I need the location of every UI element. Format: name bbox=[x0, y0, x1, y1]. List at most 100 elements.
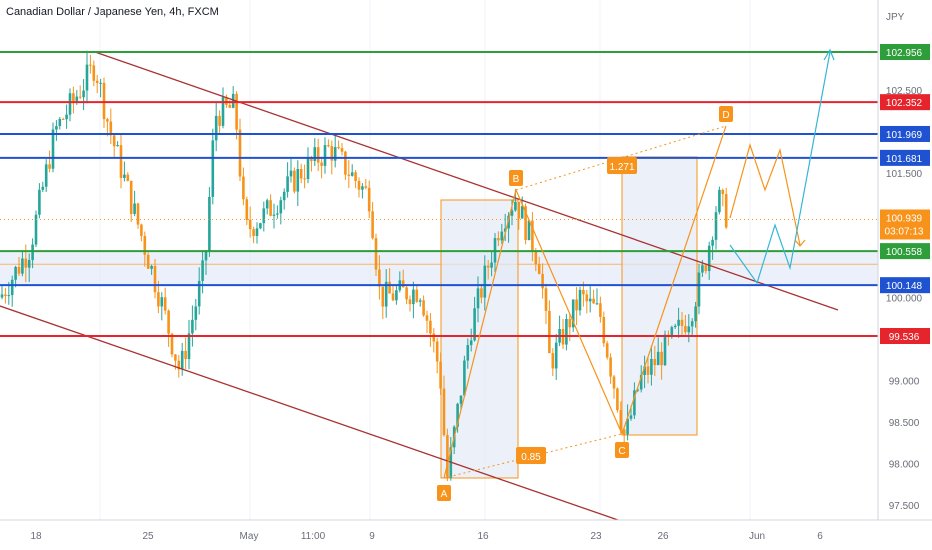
candle-body bbox=[211, 140, 215, 197]
candle-body bbox=[282, 191, 286, 201]
candle-body bbox=[272, 214, 276, 216]
candle-body bbox=[126, 174, 130, 181]
level-price-tag-label: 100.148 bbox=[886, 281, 923, 292]
candle-body bbox=[235, 93, 238, 130]
candle-body bbox=[514, 201, 517, 211]
harmonic-pattern-line bbox=[443, 125, 727, 479]
level-price-tag bbox=[880, 327, 930, 344]
level-price-tag bbox=[880, 149, 930, 166]
candle-body bbox=[68, 93, 72, 115]
candle-body bbox=[299, 169, 303, 179]
fib-ratio-badge bbox=[516, 447, 546, 464]
candle-body bbox=[554, 342, 558, 369]
candle-body bbox=[388, 281, 391, 294]
candle-body bbox=[38, 189, 41, 215]
candle-body bbox=[201, 260, 204, 281]
fib-ratio-label: 1.271 bbox=[609, 162, 634, 173]
candle-body bbox=[585, 294, 589, 302]
candle-body bbox=[347, 174, 351, 176]
candle-body bbox=[221, 97, 225, 126]
candle-body bbox=[432, 333, 436, 342]
consolidation-zone bbox=[0, 251, 878, 286]
candle-body bbox=[456, 403, 459, 427]
level-price-tag-label: 101.969 bbox=[886, 130, 923, 141]
candle-body bbox=[27, 259, 31, 268]
candle-body bbox=[609, 357, 612, 377]
candle-body bbox=[412, 289, 415, 305]
candle-body bbox=[401, 280, 405, 288]
candle-body bbox=[374, 238, 378, 270]
projection-arrowhead-orange bbox=[794, 239, 806, 247]
candle-body bbox=[269, 200, 272, 216]
candle-body bbox=[612, 376, 616, 389]
candle-body bbox=[303, 178, 306, 180]
candle-body bbox=[527, 220, 531, 240]
candle-body bbox=[418, 300, 422, 302]
level-price-tag-label: 102.352 bbox=[886, 98, 923, 109]
time-tick-label: 16 bbox=[477, 531, 489, 542]
candle-body bbox=[146, 254, 150, 269]
candle-body bbox=[248, 219, 252, 230]
candle-body bbox=[34, 214, 38, 245]
candle-body bbox=[102, 82, 106, 120]
candle-body bbox=[480, 288, 483, 298]
time-axis: 18 25 May 11:00 9 16 23 26 Jun 6 bbox=[0, 519, 932, 550]
candle-body bbox=[89, 64, 92, 66]
candle-body bbox=[415, 289, 419, 302]
level-price-tag bbox=[880, 94, 930, 111]
candle-body bbox=[163, 297, 167, 311]
candle-body bbox=[626, 418, 629, 435]
candle-body bbox=[194, 306, 198, 320]
candle-body bbox=[670, 327, 674, 336]
candle-body bbox=[395, 290, 398, 301]
candle-body bbox=[129, 180, 133, 214]
candle-body bbox=[435, 341, 439, 362]
candle-body bbox=[425, 315, 429, 321]
level-price-tag-label: 99.536 bbox=[889, 332, 920, 343]
candle-body bbox=[367, 187, 371, 212]
candle-body bbox=[524, 206, 527, 240]
candle-body bbox=[408, 299, 412, 305]
candle-body bbox=[718, 189, 721, 213]
price-axis: JPY 102.500 101.500 100.000 99.000 98.500 98.0… bbox=[877, 0, 932, 550]
candle-body bbox=[109, 121, 113, 136]
candle-body bbox=[714, 212, 718, 240]
candle-body bbox=[483, 265, 487, 298]
candle-body bbox=[643, 366, 646, 376]
candle-body bbox=[116, 145, 119, 147]
candle-body bbox=[313, 147, 317, 161]
candle-body bbox=[259, 223, 262, 229]
candle-body bbox=[14, 266, 17, 280]
projection-orange-path bbox=[729, 142, 801, 246]
time-tick-label: 23 bbox=[590, 531, 602, 542]
harmonic-bd-dotted bbox=[515, 125, 727, 191]
candle-body bbox=[531, 220, 534, 252]
candle-body bbox=[255, 228, 259, 236]
candle-body bbox=[350, 172, 354, 176]
currency-label: JPY bbox=[886, 12, 905, 23]
candle-body bbox=[697, 272, 701, 307]
candle-body bbox=[65, 114, 68, 120]
candle-body bbox=[310, 157, 313, 161]
candle-body bbox=[466, 345, 470, 361]
candle-body bbox=[701, 265, 704, 273]
candle-body bbox=[242, 176, 245, 200]
candle-body bbox=[650, 358, 653, 375]
candle-body bbox=[99, 82, 102, 84]
fib-ratio-label: 0.85 bbox=[521, 452, 541, 463]
level-price-tag-label: 101.681 bbox=[886, 154, 923, 165]
candle-body bbox=[150, 265, 153, 269]
fib-ratio-badge bbox=[607, 157, 637, 174]
pattern-point-label: C bbox=[618, 446, 625, 457]
candle-body bbox=[293, 170, 296, 192]
candle-body bbox=[602, 316, 606, 344]
candle-body bbox=[85, 64, 89, 91]
candle-body bbox=[721, 189, 725, 195]
candle-body bbox=[136, 203, 140, 225]
candle-body bbox=[663, 334, 667, 366]
candle-body bbox=[646, 366, 650, 375]
candle-body bbox=[191, 319, 194, 334]
candle-body bbox=[140, 224, 143, 237]
candle-body bbox=[218, 115, 221, 126]
